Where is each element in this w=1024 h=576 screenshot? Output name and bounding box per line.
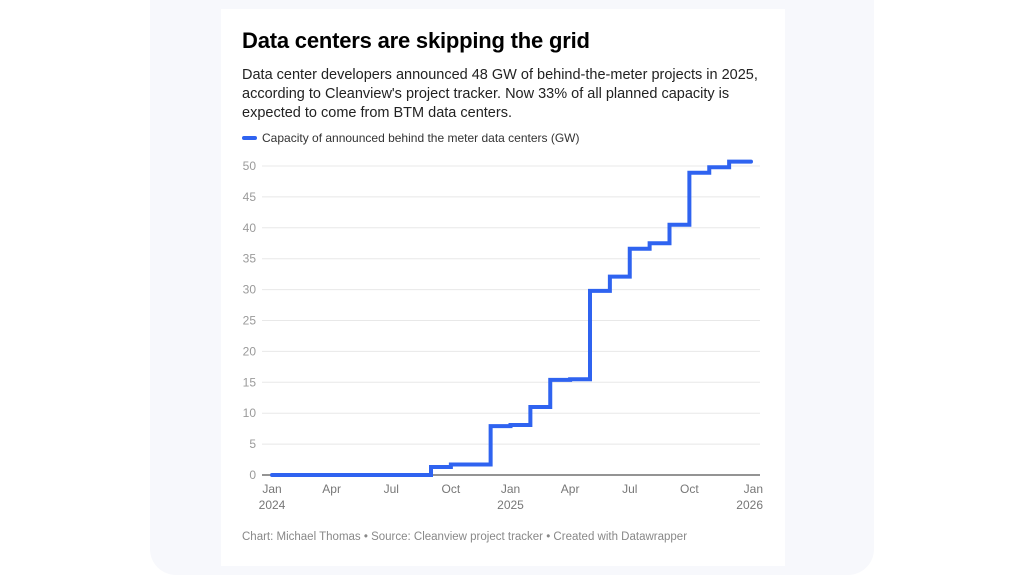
- y-tick-label: 20: [243, 344, 257, 358]
- x-axis-ticks: Jan 2024 Apr Jul Oct Jan 2025 Apr Jul Oct Jan 2026: [259, 482, 764, 512]
- x-tick-label: Apr: [322, 482, 341, 496]
- y-tick-label: 35: [243, 252, 257, 266]
- y-tick-label: 10: [243, 406, 257, 420]
- y-tick-label: 25: [243, 314, 257, 328]
- x-tick-label: Jul: [622, 482, 637, 496]
- y-tick-label: 40: [243, 221, 257, 235]
- x-tick-label: Oct: [680, 482, 699, 496]
- x-tick-year-label: 2025: [497, 498, 524, 512]
- chart-title: Data centers are skipping the grid: [242, 28, 590, 53]
- chart-description: Data center developers announced 48 GW o…: [242, 67, 758, 121]
- gridlines: [262, 165, 760, 445]
- y-tick-label: 30: [243, 283, 257, 297]
- y-axis-ticks: 0 5 10 15 20 25 30 35 40 45 50: [243, 159, 257, 482]
- legend-label: Capacity of announced behind the meter d…: [262, 131, 580, 145]
- series-line: [270, 159, 753, 477]
- chart-footer: Chart: Michael Thomas • Source: Cleanvie…: [242, 531, 688, 543]
- y-tick-label: 5: [249, 437, 256, 451]
- x-tick-label: Oct: [442, 482, 461, 496]
- legend-swatch: [242, 136, 257, 140]
- x-tick-label: Jan: [262, 482, 281, 496]
- x-tick-label: Jan: [501, 482, 520, 496]
- y-tick-label: 50: [243, 159, 257, 173]
- y-tick-label: 15: [243, 375, 257, 389]
- legend: Capacity of announced behind the meter d…: [242, 131, 580, 145]
- y-tick-label: 45: [243, 190, 257, 204]
- x-tick-year-label: 2026: [736, 498, 763, 512]
- x-tick-year-label: 2024: [259, 498, 286, 512]
- x-tick-label: Jan: [744, 482, 763, 496]
- y-tick-label: 0: [249, 468, 256, 482]
- x-tick-label: Jul: [384, 482, 399, 496]
- x-tick-label: Apr: [561, 482, 580, 496]
